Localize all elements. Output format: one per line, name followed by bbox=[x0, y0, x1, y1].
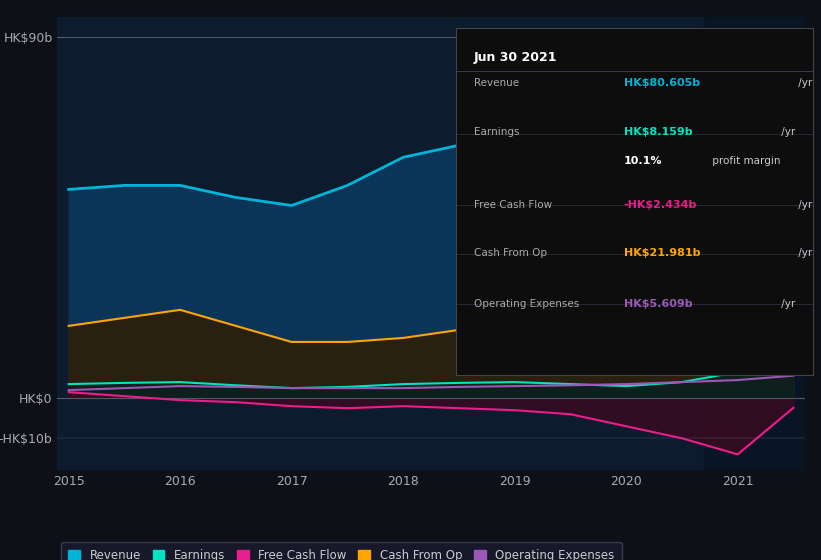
Bar bbox=[704, 17, 805, 470]
Text: Revenue: Revenue bbox=[474, 78, 519, 88]
Text: profit margin: profit margin bbox=[709, 156, 781, 166]
Text: HK$21.981b: HK$21.981b bbox=[623, 249, 700, 259]
Text: Free Cash Flow: Free Cash Flow bbox=[474, 200, 552, 210]
Text: /yr: /yr bbox=[795, 78, 812, 88]
Text: Earnings: Earnings bbox=[474, 127, 519, 137]
Text: Operating Expenses: Operating Expenses bbox=[474, 299, 579, 309]
Text: -HK$2.434b: -HK$2.434b bbox=[623, 200, 697, 210]
Legend: Revenue, Earnings, Free Cash Flow, Cash From Op, Operating Expenses: Revenue, Earnings, Free Cash Flow, Cash … bbox=[61, 542, 621, 560]
Text: HK$8.159b: HK$8.159b bbox=[623, 127, 692, 137]
Text: /yr: /yr bbox=[795, 249, 812, 259]
Text: Jun 30 2021: Jun 30 2021 bbox=[474, 50, 557, 64]
Text: /yr: /yr bbox=[777, 127, 795, 137]
Text: Cash From Op: Cash From Op bbox=[474, 249, 547, 259]
Text: 10.1%: 10.1% bbox=[623, 156, 662, 166]
Text: /yr: /yr bbox=[777, 299, 795, 309]
Text: /yr: /yr bbox=[795, 200, 812, 210]
Text: HK$5.609b: HK$5.609b bbox=[623, 299, 692, 309]
Text: HK$80.605b: HK$80.605b bbox=[623, 78, 699, 88]
